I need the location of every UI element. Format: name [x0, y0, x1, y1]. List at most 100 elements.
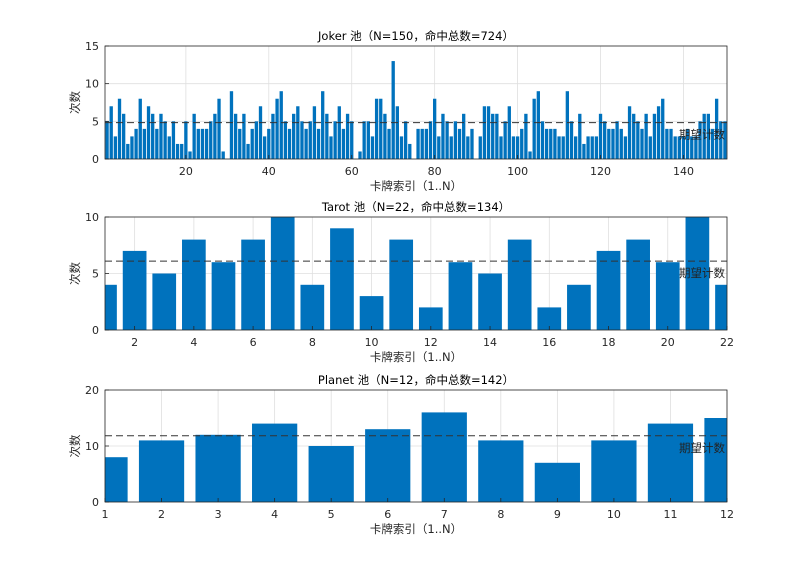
expected-count-label: 期望计数: [679, 441, 725, 455]
bar-29: [221, 151, 225, 159]
bar-100: [515, 136, 520, 159]
expected-count-label: 期望计数: [679, 128, 725, 142]
x-tick-label: 10: [365, 336, 379, 349]
bar-19: [626, 239, 650, 330]
bar-22: [192, 113, 196, 159]
bar-14: [478, 273, 502, 330]
bar-113: [569, 121, 574, 159]
bar-45: [287, 128, 292, 159]
bar-99: [511, 136, 516, 159]
bar-10: [359, 296, 384, 330]
x-tick-label: 2: [131, 336, 138, 349]
bar-2: [138, 440, 185, 502]
chart-title: Joker 池（N=150，命中总数=724）: [317, 29, 514, 43]
bar-3: [195, 434, 241, 502]
bar-121: [603, 121, 607, 159]
bar-89: [470, 128, 474, 159]
bar-33: [238, 128, 242, 159]
bar-25: [204, 128, 209, 159]
chart-title: Tarot 池（N=22，命中总数=134）: [321, 200, 510, 214]
axes-box: [104, 45, 728, 160]
bar-16: [167, 136, 171, 159]
bar-105: [536, 91, 540, 159]
bar-127: [627, 106, 632, 159]
bar-110: [557, 136, 561, 159]
bar-21: [685, 217, 710, 330]
bar-114: [573, 136, 578, 159]
bar-133: [652, 113, 657, 159]
x-tick-label: 7: [441, 508, 448, 521]
bar-44: [283, 121, 288, 159]
bar-57: [337, 106, 341, 159]
bar-86: [457, 128, 462, 159]
bar-2: [122, 250, 147, 330]
x-tick-label: 120: [590, 165, 611, 178]
bar-1: [105, 121, 109, 159]
bar-5: [308, 446, 354, 502]
bar-43: [279, 91, 283, 159]
bar-120: [598, 113, 603, 159]
bar-98: [507, 106, 511, 159]
bar-125: [619, 128, 623, 159]
bar-103: [528, 151, 532, 159]
bar-91: [478, 136, 482, 159]
bar-13: [155, 128, 159, 159]
bar-101: [520, 128, 524, 159]
bar-93: [486, 106, 491, 159]
bar-150: [723, 121, 727, 159]
bar-68: [383, 113, 387, 159]
bar-64: [366, 121, 370, 159]
bar-112: [565, 91, 570, 159]
x-tick-label: 6: [250, 336, 257, 349]
bar-14: [159, 113, 163, 159]
bar-107: [544, 128, 549, 159]
x-tick-label: 60: [345, 165, 359, 178]
x-tick-label: 3: [215, 508, 222, 521]
x-tick-label: 11: [663, 508, 677, 521]
bar-85: [453, 121, 458, 159]
bar-95: [495, 113, 499, 159]
bar-28: [217, 98, 221, 159]
bar-71: [395, 106, 399, 159]
bar-108: [549, 128, 553, 159]
x-tick-label: 5: [328, 508, 335, 521]
bar-65: [370, 136, 375, 159]
bar-132: [648, 136, 652, 159]
bar-130: [640, 128, 644, 159]
bar-13: [448, 262, 473, 330]
bar-136: [665, 128, 669, 159]
plot-area: [105, 46, 727, 159]
bar-8: [134, 128, 138, 159]
y-axis-label: 次数: [68, 91, 82, 114]
bar-144: [698, 121, 702, 159]
bar-series: [105, 217, 727, 330]
y-tick-label: 0: [92, 496, 99, 509]
x-tick-label: 40: [262, 165, 276, 178]
bar-7: [130, 136, 134, 159]
bar-137: [669, 128, 673, 159]
bar-58: [341, 128, 346, 159]
x-tick-label: 12: [720, 508, 734, 521]
bar-series: [105, 412, 727, 502]
y-axis-label: 次数: [68, 434, 82, 457]
x-tick-label: 9: [554, 508, 561, 521]
bar-10: [142, 128, 147, 159]
y-tick-label: 20: [85, 384, 99, 397]
x-tick-label: 8: [309, 336, 316, 349]
bar-21: [188, 151, 192, 159]
bar-4: [252, 423, 298, 502]
x-tick-label: 18: [602, 336, 616, 349]
subplot-2: 期望计数 2 4 6 8 10 12 14 16 18 20 22 0 5 10 Tarot 池（N=22，命…: [68, 200, 734, 364]
bar-52: [316, 128, 321, 159]
bar-78: [424, 128, 429, 159]
bar-series: [105, 61, 727, 159]
bar-39: [262, 136, 267, 159]
bar-94: [491, 113, 495, 159]
bar-7: [421, 412, 467, 502]
bar-126: [623, 136, 628, 159]
bar-87: [462, 113, 466, 159]
bar-134: [656, 106, 661, 159]
bar-69: [387, 128, 391, 159]
bar-149: [719, 121, 723, 159]
bar-128: [632, 113, 636, 159]
